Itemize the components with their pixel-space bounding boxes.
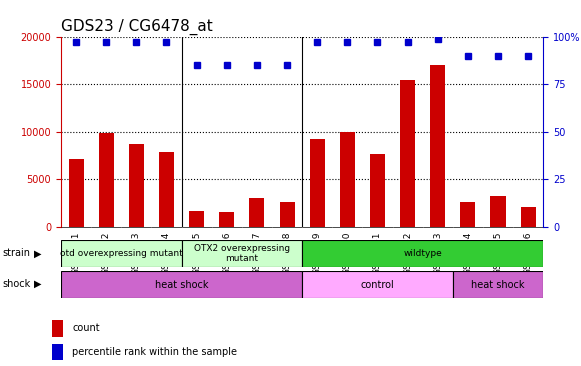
Bar [521, 207, 536, 227]
Bar [52, 344, 63, 361]
Text: GDS23 / CG6478_at: GDS23 / CG6478_at [61, 19, 213, 35]
Bar [310, 139, 325, 227]
Text: percentile rank within the sample: percentile rank within the sample [72, 347, 237, 357]
Bar [52, 320, 63, 337]
Bar [460, 202, 475, 227]
Bar [249, 198, 264, 227]
Bar [159, 152, 174, 227]
Text: otd overexpressing mutant: otd overexpressing mutant [60, 249, 182, 258]
Bar [219, 212, 234, 227]
Text: heat shock: heat shock [155, 280, 209, 290]
Bar [181, 240, 302, 267]
Text: control: control [361, 280, 394, 290]
Text: OTX2 overexpressing
mutant: OTX2 overexpressing mutant [194, 244, 290, 263]
Text: wildtype: wildtype [403, 249, 442, 258]
Bar [189, 211, 204, 227]
Bar [302, 240, 543, 267]
Bar [340, 132, 355, 227]
Bar [430, 65, 445, 227]
Bar [370, 154, 385, 227]
Bar [61, 271, 302, 298]
Text: ▶: ▶ [34, 279, 41, 289]
Bar [69, 159, 84, 227]
Bar [302, 271, 453, 298]
Bar [61, 240, 181, 267]
Bar [99, 133, 114, 227]
Text: shock: shock [3, 279, 31, 289]
Text: ▶: ▶ [34, 248, 41, 258]
Bar [453, 271, 543, 298]
Bar [129, 144, 144, 227]
Text: count: count [72, 323, 100, 333]
Bar [279, 202, 295, 227]
Text: strain: strain [3, 248, 31, 258]
Bar [490, 197, 505, 227]
Bar [400, 81, 415, 227]
Text: heat shock: heat shock [471, 280, 525, 290]
